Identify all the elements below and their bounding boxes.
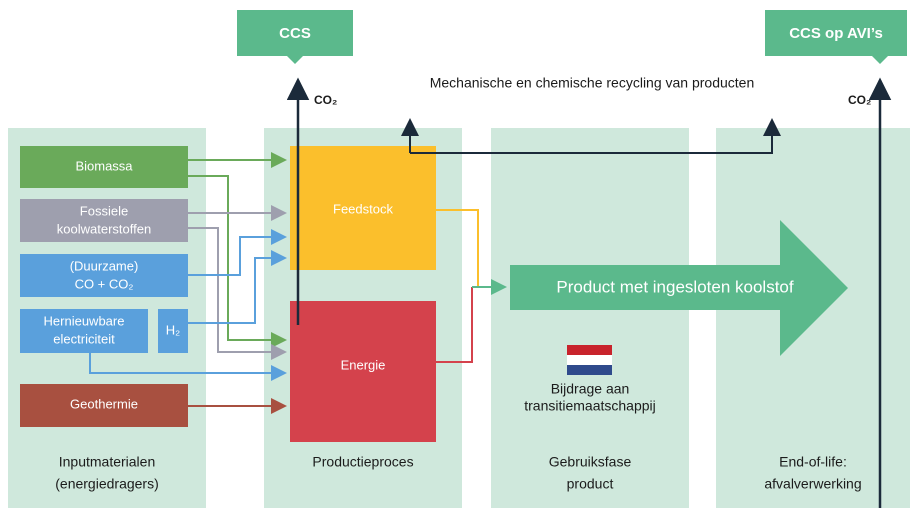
column-label: Productieproces — [312, 454, 413, 470]
connectors — [89, 152, 507, 414]
geothermie-box — [20, 384, 188, 427]
h2-box — [158, 309, 188, 353]
fossiel-box — [20, 199, 188, 242]
label: electriciteit — [53, 331, 115, 346]
column-label: (energiedragers) — [55, 476, 159, 492]
label: Energie — [341, 357, 386, 372]
column-label: product — [567, 476, 614, 492]
co2-label: CO₂ — [848, 93, 871, 107]
recycling-loop — [410, 118, 781, 154]
label: koolwaterstoffen — [57, 221, 151, 236]
ccs-box — [237, 10, 353, 64]
elektriciteit-box — [20, 309, 148, 353]
ccs-label: CCS — [279, 25, 311, 42]
label: Hernieuwbare — [44, 313, 125, 328]
column-label: afvalverwerking — [764, 476, 861, 492]
product-arrow — [510, 220, 848, 356]
ccs-avi-box — [765, 10, 907, 64]
label: Biomassa — [75, 158, 133, 173]
co2-label: CO₂ — [314, 93, 337, 107]
recycling-label: Mechanische en chemische recycling van p… — [430, 75, 755, 91]
feedstock-box — [290, 146, 436, 270]
biomassa-box — [20, 146, 188, 188]
column-label: Inputmaterialen — [59, 454, 156, 470]
label: H₂ — [166, 322, 180, 337]
label: Feedstock — [333, 201, 393, 216]
label: Geothermie — [70, 396, 138, 411]
co-box — [20, 254, 188, 297]
product-label: Product met ingesloten koolstof — [556, 277, 793, 296]
energie-box — [290, 301, 436, 442]
ccs-avi-label: CCS op AVI’s — [789, 25, 883, 42]
column-label: Gebruiksfase — [549, 454, 632, 470]
label: Fossiele — [80, 203, 128, 218]
flag — [567, 345, 612, 375]
flag-caption: transitiemaatschappij — [524, 398, 656, 414]
column-label: End-of-life: — [779, 454, 847, 470]
flag-caption: Bijdrage aan — [551, 381, 630, 397]
label: (Duurzame) — [70, 258, 139, 273]
label: CO + CO₂ — [75, 276, 134, 291]
